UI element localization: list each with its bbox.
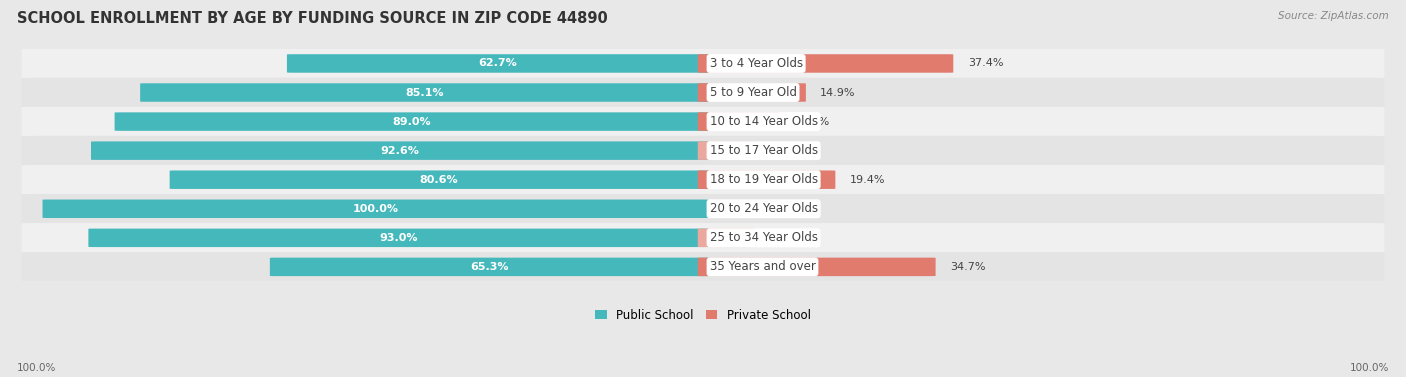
- Legend: Public School, Private School: Public School, Private School: [591, 304, 815, 326]
- Text: 14.9%: 14.9%: [820, 87, 856, 98]
- FancyBboxPatch shape: [115, 112, 709, 131]
- FancyBboxPatch shape: [21, 49, 1385, 78]
- Text: 80.6%: 80.6%: [419, 175, 458, 185]
- Text: 18 to 19 Year Olds: 18 to 19 Year Olds: [710, 173, 818, 186]
- Text: 100.0%: 100.0%: [17, 363, 56, 373]
- FancyBboxPatch shape: [42, 199, 709, 218]
- Text: 65.3%: 65.3%: [470, 262, 509, 272]
- Text: 89.0%: 89.0%: [392, 116, 430, 127]
- FancyBboxPatch shape: [697, 112, 780, 131]
- FancyBboxPatch shape: [697, 170, 835, 189]
- Text: 0.0%: 0.0%: [723, 204, 751, 214]
- FancyBboxPatch shape: [21, 136, 1385, 166]
- FancyBboxPatch shape: [21, 223, 1385, 253]
- Text: 3 to 4 Year Olds: 3 to 4 Year Olds: [710, 57, 803, 70]
- Text: 62.7%: 62.7%: [478, 58, 517, 69]
- Text: 11.0%: 11.0%: [794, 116, 830, 127]
- FancyBboxPatch shape: [91, 141, 709, 160]
- Text: 93.0%: 93.0%: [380, 233, 418, 243]
- Text: 10 to 14 Year Olds: 10 to 14 Year Olds: [710, 115, 818, 128]
- FancyBboxPatch shape: [697, 257, 935, 276]
- FancyBboxPatch shape: [170, 170, 709, 189]
- Text: 7.4%: 7.4%: [770, 146, 800, 156]
- Text: 20 to 24 Year Olds: 20 to 24 Year Olds: [710, 202, 818, 215]
- FancyBboxPatch shape: [287, 54, 709, 73]
- Text: 92.6%: 92.6%: [380, 146, 419, 156]
- FancyBboxPatch shape: [270, 257, 709, 276]
- Text: 35 Years and over: 35 Years and over: [710, 261, 815, 273]
- Text: 34.7%: 34.7%: [950, 262, 986, 272]
- Text: 15 to 17 Year Olds: 15 to 17 Year Olds: [710, 144, 818, 157]
- Text: 5 to 9 Year Old: 5 to 9 Year Old: [710, 86, 797, 99]
- FancyBboxPatch shape: [21, 252, 1385, 282]
- FancyBboxPatch shape: [697, 83, 806, 102]
- FancyBboxPatch shape: [21, 78, 1385, 107]
- FancyBboxPatch shape: [21, 165, 1385, 195]
- Text: Source: ZipAtlas.com: Source: ZipAtlas.com: [1278, 11, 1389, 21]
- Text: SCHOOL ENROLLMENT BY AGE BY FUNDING SOURCE IN ZIP CODE 44890: SCHOOL ENROLLMENT BY AGE BY FUNDING SOUR…: [17, 11, 607, 26]
- Text: 100.0%: 100.0%: [1350, 363, 1389, 373]
- Text: 19.4%: 19.4%: [849, 175, 886, 185]
- FancyBboxPatch shape: [21, 107, 1385, 136]
- FancyBboxPatch shape: [697, 228, 754, 247]
- Text: 37.4%: 37.4%: [967, 58, 1004, 69]
- FancyBboxPatch shape: [697, 54, 953, 73]
- Text: 25 to 34 Year Olds: 25 to 34 Year Olds: [710, 231, 817, 244]
- Text: 85.1%: 85.1%: [405, 87, 443, 98]
- FancyBboxPatch shape: [21, 194, 1385, 224]
- FancyBboxPatch shape: [697, 141, 756, 160]
- FancyBboxPatch shape: [89, 228, 709, 247]
- FancyBboxPatch shape: [141, 83, 709, 102]
- Text: 7.0%: 7.0%: [769, 233, 797, 243]
- Text: 100.0%: 100.0%: [353, 204, 398, 214]
